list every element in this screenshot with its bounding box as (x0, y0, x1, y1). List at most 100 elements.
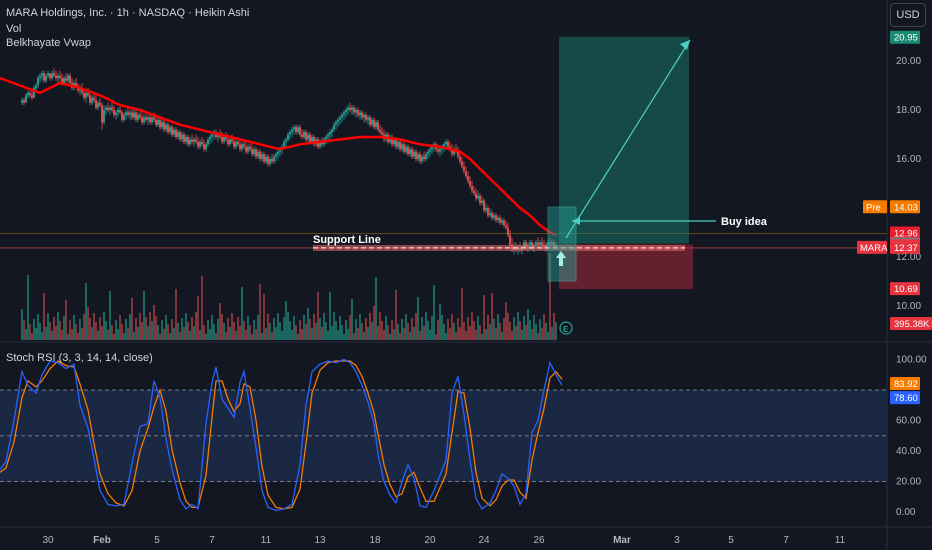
target-zone[interactable] (559, 36, 689, 244)
volume-bar (311, 328, 313, 340)
candle-body (153, 117, 155, 120)
price-badge-tag (857, 240, 887, 254)
earnings-marker-icon[interactable] (559, 321, 573, 335)
candle-body (101, 105, 103, 123)
candle-body (45, 75, 47, 81)
vwap-indicator-label[interactable]: Belkhayate Vwap (6, 37, 91, 49)
time-tick-label: 26 (533, 535, 545, 546)
candle-body (309, 134, 311, 142)
price-badge-value: 20.95 (894, 33, 918, 44)
volume-bar (243, 321, 245, 340)
stoch-tick-label: 100.00 (896, 355, 927, 366)
candle-body (339, 117, 341, 120)
volume-bar (417, 297, 419, 340)
volume-bar (251, 334, 253, 340)
candle-body (489, 212, 491, 216)
volume-bar (45, 327, 47, 340)
candle-body (31, 95, 33, 98)
time-tick-label: Mar (613, 535, 631, 546)
volume-bar (303, 315, 305, 340)
volume-bar (119, 315, 121, 340)
candle-body (113, 110, 115, 115)
stoch-tick-label: 0.00 (896, 507, 916, 518)
volume-bar (85, 283, 87, 340)
volume-bar (73, 315, 75, 340)
volume-bar (507, 313, 509, 340)
volume-bar (315, 323, 317, 340)
candle-body (297, 127, 299, 133)
candle-body (393, 139, 395, 145)
candle-body (395, 139, 397, 147)
symbol-title[interactable]: MARA Holdings, Inc. · 1h · NASDAQ · Heik… (6, 7, 250, 19)
candle-body (93, 97, 95, 101)
candle-body (421, 156, 423, 162)
candle-body (185, 136, 187, 142)
time-tick-label: 3 (674, 535, 680, 546)
candle-body (347, 107, 349, 110)
stop-zone[interactable] (559, 244, 693, 290)
candle-body (291, 129, 293, 133)
entry-highlight-box[interactable] (547, 206, 577, 282)
volume-bar (247, 316, 249, 340)
candle-body (103, 110, 105, 123)
volume-bar (373, 306, 375, 340)
volume-bar (405, 314, 407, 340)
candle-body (51, 73, 53, 79)
candle-body (67, 75, 69, 81)
volume-bar (41, 332, 43, 340)
time-tick-label: 13 (314, 535, 326, 546)
candle-body (267, 156, 269, 164)
candle-body (547, 242, 549, 245)
currency-button[interactable]: USD (890, 3, 926, 27)
volume-bar (381, 321, 383, 340)
candle-body (149, 117, 151, 123)
candle-body (131, 112, 133, 118)
stoch-rsi-label[interactable]: Stoch RSI (3, 3, 14, 14, close) (6, 352, 153, 364)
candle-body (253, 149, 255, 155)
candle-body (157, 119, 159, 125)
volume-bar (25, 329, 27, 340)
volume-bar (79, 319, 81, 340)
candle-body (39, 75, 41, 79)
volume-bar (281, 331, 283, 340)
candle-body (415, 151, 417, 159)
volume-bar (271, 332, 273, 340)
up-arrow-icon (556, 251, 566, 266)
volume-bar (449, 328, 451, 340)
volume-bar (491, 293, 493, 340)
volume-bar (139, 313, 141, 340)
candle-body (553, 242, 555, 248)
candle-body (125, 112, 127, 115)
candle-body (117, 110, 119, 113)
volume-bar (511, 331, 513, 340)
volume-bar (183, 327, 185, 340)
candle-body (43, 73, 45, 81)
candle-body (21, 100, 23, 103)
candle-body (209, 136, 211, 140)
volume-bar (501, 332, 503, 340)
volume-bar (479, 325, 481, 340)
volume-bar (379, 312, 381, 340)
candle-body (193, 139, 195, 142)
candle-body (141, 117, 143, 123)
price-badge-tag-text: Pre (866, 202, 881, 213)
candle-body (321, 141, 323, 145)
volume-bar (213, 324, 215, 340)
volume-bar (81, 328, 83, 340)
candle-body (155, 119, 157, 125)
time-tick-label: 5 (154, 535, 160, 546)
volume-bar (27, 275, 29, 340)
volume-bar (327, 331, 329, 340)
candle-body (431, 146, 433, 150)
volume-bar (527, 309, 529, 340)
candle-body (269, 159, 271, 164)
candle-body (353, 107, 355, 113)
candle-body (187, 136, 189, 145)
volume-bar (253, 320, 255, 340)
volume-indicator-label[interactable]: Vol (6, 23, 22, 35)
candle-body (417, 154, 419, 159)
candle-body (249, 146, 251, 150)
candle-body (377, 122, 379, 130)
candle-body (311, 136, 313, 142)
